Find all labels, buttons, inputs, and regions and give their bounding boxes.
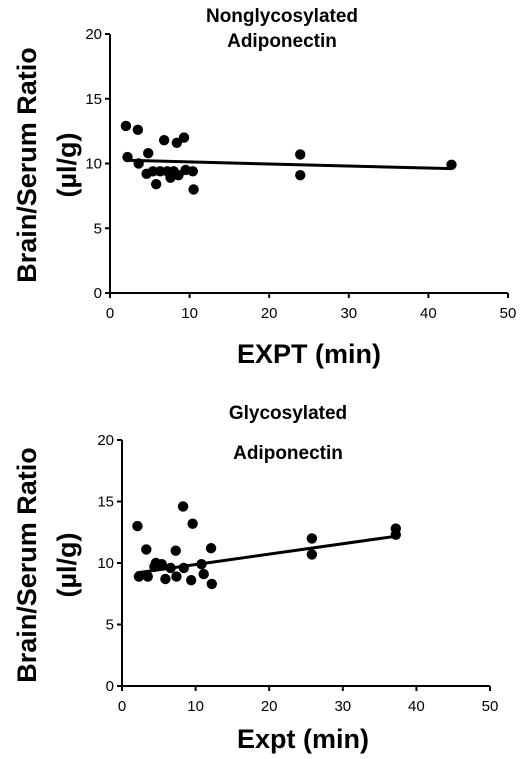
data-point	[390, 529, 401, 540]
x-axis-label: EXPT (min)	[237, 339, 381, 369]
data-point	[132, 124, 144, 136]
data-point	[177, 501, 189, 512]
data-point	[132, 520, 143, 532]
data-point	[173, 169, 184, 181]
x-tick-label: 20	[261, 305, 278, 322]
x-tick-label: 10	[187, 698, 204, 715]
data-point	[196, 559, 207, 570]
chart-title-line-1: Nonglycosylated	[206, 6, 358, 27]
y-axis-label-line-2: (µl/g)	[52, 532, 82, 597]
data-point	[120, 120, 132, 132]
data-point	[147, 166, 159, 177]
chart-title-line-1: Glycosylated	[229, 403, 347, 424]
data-point	[178, 562, 190, 574]
data-point	[187, 518, 198, 529]
data-point	[205, 543, 217, 554]
y-tick-label: 20	[97, 432, 114, 449]
data-point	[158, 134, 170, 146]
chart-title-line-2: Adiponectin	[227, 31, 337, 52]
regression-line	[125, 158, 453, 171]
y-axis-label-line-2: (µl/g)	[52, 132, 82, 197]
data-point	[198, 568, 209, 580]
x-tick-label: 0	[106, 305, 114, 322]
x-axis-label: Expt (min)	[237, 724, 369, 754]
data-point	[295, 149, 306, 160]
data-point	[306, 533, 318, 544]
data-point	[178, 132, 190, 143]
data-point	[133, 571, 145, 582]
data-point	[165, 562, 176, 574]
x-tick-label: 40	[408, 698, 425, 715]
y-axis-label-line-1: Brain/Serum Ratio	[12, 447, 42, 683]
x-tick-label: 0	[118, 698, 126, 715]
x-tick-label: 30	[334, 698, 351, 715]
y-tick-label: 10	[97, 555, 114, 572]
data-point	[170, 545, 181, 556]
data-point	[122, 151, 133, 163]
y-tick-label: 0	[94, 285, 102, 302]
chart-panel-glycosylated: Glycosylated Adiponectin Brain/Serum Rat…	[12, 403, 498, 754]
y-tick-label: 5	[106, 617, 114, 634]
y-tick-label: 0	[106, 678, 114, 695]
data-point	[295, 169, 306, 181]
chart-panel-nonglycosylated: Nonglycosylated Adiponectin Brain/Serum …	[12, 6, 516, 369]
x-tick-label: 50	[500, 305, 517, 322]
data-point	[185, 575, 197, 586]
y-tick-label: 20	[85, 26, 102, 43]
data-point	[306, 549, 318, 560]
data-point	[160, 573, 171, 585]
x-tick-label: 10	[181, 305, 198, 322]
data-point	[171, 137, 183, 148]
data-point	[141, 544, 152, 555]
data-point	[133, 158, 144, 169]
y-axis-label-line-1: Brain/Serum Ratio	[12, 47, 42, 283]
y-tick-label: 10	[85, 156, 102, 173]
y-tick-label: 15	[97, 494, 114, 511]
data-point	[150, 179, 162, 190]
y-tick-label: 5	[94, 220, 102, 237]
x-tick-label: 30	[340, 305, 357, 322]
y-tick-label: 15	[85, 91, 102, 108]
data-point	[188, 184, 199, 195]
x-tick-label: 20	[261, 698, 278, 715]
chart-title-line-2: Adiponectin	[233, 443, 343, 464]
data-point	[206, 578, 217, 590]
x-tick-label: 40	[420, 305, 437, 322]
data-point	[156, 559, 167, 570]
data-point	[142, 571, 153, 582]
data-point	[154, 166, 166, 177]
data-point	[143, 147, 154, 159]
data-point	[171, 571, 182, 582]
x-tick-label: 50	[482, 698, 499, 715]
data-point	[187, 166, 198, 177]
data-point	[446, 159, 457, 170]
